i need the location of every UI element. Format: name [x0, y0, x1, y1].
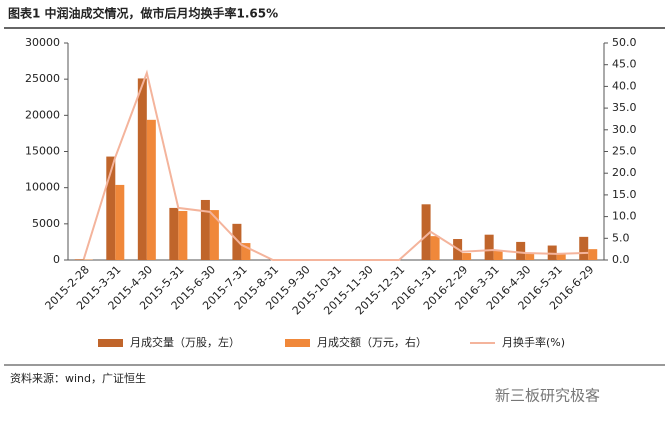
bar [74, 259, 84, 260]
y2-tick-label: 0.0 [612, 253, 630, 266]
y-tick-label: 25000 [25, 72, 60, 85]
bar [232, 223, 242, 260]
legend-swatch [285, 339, 310, 347]
source-note: 资料来源：wind，广证恒生 [10, 371, 146, 385]
bar [556, 253, 566, 260]
y2-tick-label: 50.0 [612, 36, 637, 49]
bar [430, 236, 440, 260]
bar [547, 245, 557, 260]
bar [178, 210, 188, 260]
legend-swatch [98, 339, 123, 347]
bar [115, 184, 125, 260]
y2-tick-label: 30.0 [612, 123, 637, 136]
y2-tick-label: 15.0 [612, 188, 637, 201]
bar [493, 250, 503, 260]
bar [462, 253, 472, 260]
y-tick-label: 15000 [25, 145, 60, 158]
y2-tick-label: 35.0 [612, 101, 637, 114]
y-tick-label: 5000 [32, 217, 60, 230]
y2-tick-label: 45.0 [612, 58, 637, 71]
bar [169, 207, 179, 260]
y2-tick-label: 40.0 [612, 79, 637, 92]
bar [484, 234, 494, 260]
watermark: 新三板研究极客 [495, 387, 600, 405]
bar [200, 199, 210, 260]
bar [525, 253, 535, 260]
bar [241, 243, 251, 260]
bar [209, 210, 219, 260]
y2-tick-label: 20.0 [612, 166, 637, 179]
bar [137, 78, 147, 261]
chart-title: 图表1 中润油成交情况，做市后月均换手率1.65% [8, 6, 278, 21]
bar [421, 204, 431, 260]
y-tick-label: 20000 [25, 108, 60, 121]
y-tick-label: 10000 [25, 181, 60, 194]
y2-tick-label: 10.0 [612, 210, 637, 223]
y-tick-label: 30000 [25, 36, 60, 49]
y2-tick-label: 5.0 [612, 231, 630, 244]
bar [146, 119, 156, 261]
bar [579, 236, 589, 260]
bar [588, 249, 598, 260]
y-tick-label: 0 [53, 253, 60, 266]
bar [106, 156, 116, 260]
legend-label: 月换手率(%) [502, 335, 565, 349]
legend-label: 月成交量（万股，左） [130, 335, 240, 349]
y2-tick-label: 25.0 [612, 145, 637, 158]
legend-label: 月成交额（万元，右） [317, 335, 427, 349]
bar [516, 241, 526, 260]
line [82, 69, 589, 261]
